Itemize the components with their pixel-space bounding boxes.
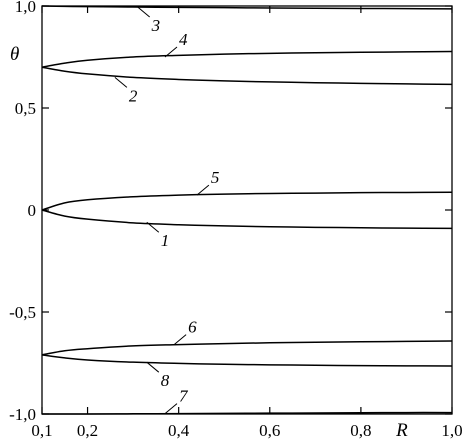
series-5-label: 5 <box>211 168 220 187</box>
series-4-label: 4 <box>179 30 188 49</box>
series-1-leader <box>146 221 160 233</box>
series-5-leader <box>196 184 210 196</box>
y-tick-label: 0,5 <box>15 99 36 118</box>
x-tick-label: 1,0 <box>441 421 462 440</box>
series-3-leader <box>137 6 150 18</box>
y-tick-label: 1,0 <box>15 0 36 16</box>
series-7-line <box>41 411 453 415</box>
y-axis-label: θ <box>10 44 19 65</box>
series-7-label: 7 <box>179 387 189 406</box>
series-5-line <box>41 191 453 211</box>
x-tick-label: 0,8 <box>350 421 371 440</box>
series-1-label: 1 <box>161 231 170 250</box>
series-6-label: 6 <box>188 318 197 337</box>
series-1-line <box>41 209 453 230</box>
y-tick-label: 0 <box>28 201 37 220</box>
series-8-leader <box>146 361 160 373</box>
plot-frame <box>41 5 453 415</box>
x-tick-label: 0,6 <box>259 421 280 440</box>
x-axis-label: R <box>395 420 408 441</box>
series-6-line <box>41 340 453 356</box>
series-6-leader <box>173 334 187 346</box>
series-3-label: 3 <box>151 16 161 35</box>
series-8-label: 8 <box>161 371 170 390</box>
series-2-leader <box>114 77 128 88</box>
series-4-leader <box>164 46 178 58</box>
series-2-line <box>41 66 453 86</box>
series-8-line <box>41 354 453 367</box>
y-tick-label: -0,5 <box>9 303 36 322</box>
x-tick-label: 0,4 <box>168 421 190 440</box>
series-2-label: 2 <box>129 86 138 105</box>
series-7-leader <box>164 403 178 414</box>
series-3-line <box>41 5 453 10</box>
y-tick-label: -1,0 <box>9 405 36 424</box>
x-tick-label: 0,1 <box>31 421 52 440</box>
series-4-line <box>41 50 453 68</box>
x-tick-label: 0,2 <box>77 421 98 440</box>
